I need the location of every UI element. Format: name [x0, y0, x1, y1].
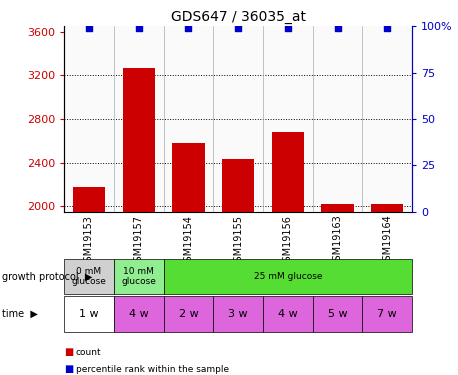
Bar [123, 68, 155, 212]
Bar [371, 204, 403, 212]
Text: 4 w: 4 w [278, 309, 298, 319]
Point [85, 25, 93, 31]
Bar [322, 204, 354, 212]
Text: 7 w: 7 w [377, 309, 397, 319]
Point [334, 25, 341, 31]
Bar [164, 26, 213, 212]
Bar [172, 143, 205, 212]
Title: GDS647 / 36035_at: GDS647 / 36035_at [171, 10, 305, 24]
Point [135, 25, 142, 31]
Text: 2 w: 2 w [179, 309, 198, 319]
Text: ■: ■ [64, 348, 73, 357]
Point [384, 25, 391, 31]
Bar [362, 26, 412, 212]
Bar [272, 132, 304, 212]
Bar [64, 26, 114, 212]
Bar [313, 26, 362, 212]
Bar [263, 26, 313, 212]
Text: growth protocol  ▶: growth protocol ▶ [2, 272, 93, 282]
Text: 0 mM
glucose: 0 mM glucose [71, 267, 106, 286]
Bar [213, 26, 263, 212]
Text: 3 w: 3 w [229, 309, 248, 319]
Text: time  ▶: time ▶ [2, 309, 38, 319]
Text: 25 mM glucose: 25 mM glucose [254, 272, 322, 281]
Bar [114, 26, 164, 212]
Point [284, 25, 292, 31]
Point [234, 25, 242, 31]
Text: count: count [76, 348, 101, 357]
Text: percentile rank within the sample: percentile rank within the sample [76, 365, 229, 374]
Text: 1 w: 1 w [79, 309, 99, 319]
Bar [222, 159, 254, 212]
Text: 5 w: 5 w [328, 309, 348, 319]
Text: ■: ■ [64, 364, 73, 374]
Text: 10 mM
glucose: 10 mM glucose [121, 267, 156, 286]
Bar [73, 187, 105, 212]
Text: 4 w: 4 w [129, 309, 148, 319]
Point [185, 25, 192, 31]
